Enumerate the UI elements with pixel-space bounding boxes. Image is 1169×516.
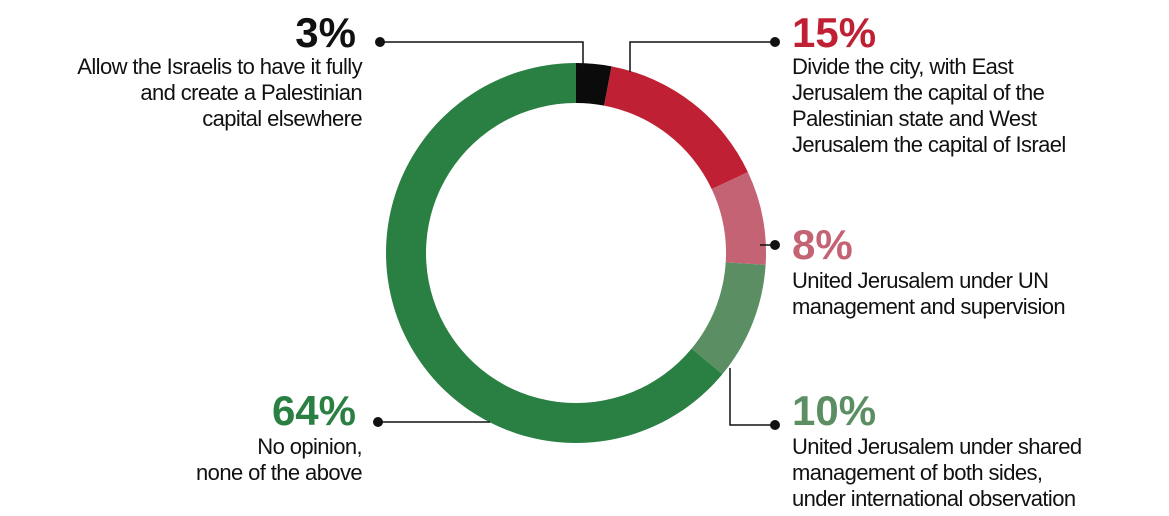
leader-line bbox=[729, 368, 775, 426]
donut-segment bbox=[604, 66, 748, 190]
donut-segment bbox=[576, 63, 612, 106]
category-label: Allow the Israelis to have it fully and … bbox=[77, 54, 362, 131]
leader-line bbox=[629, 41, 775, 72]
leader-dot bbox=[770, 240, 780, 250]
donut-segment bbox=[386, 63, 723, 443]
category-label: Divide the city, with East Jerusalem the… bbox=[792, 54, 1066, 157]
value-label: 15% bbox=[792, 9, 877, 56]
leader-dot bbox=[770, 37, 780, 47]
category-label: United Jerusalem under shared management… bbox=[792, 434, 1082, 511]
leader-dot bbox=[375, 37, 385, 47]
donut-segment bbox=[711, 172, 766, 265]
value-label: 3% bbox=[295, 9, 356, 56]
value-label: 8% bbox=[792, 221, 853, 268]
category-label: No opinion, none of the above bbox=[196, 434, 363, 485]
leader-dot bbox=[770, 420, 780, 430]
value-label: 10% bbox=[792, 387, 877, 434]
leader-dot bbox=[373, 417, 383, 427]
leader-line bbox=[380, 41, 584, 70]
category-label: United Jerusalem under UN management and… bbox=[792, 268, 1066, 319]
donut-segment bbox=[691, 262, 766, 375]
value-label: 64% bbox=[271, 387, 356, 434]
